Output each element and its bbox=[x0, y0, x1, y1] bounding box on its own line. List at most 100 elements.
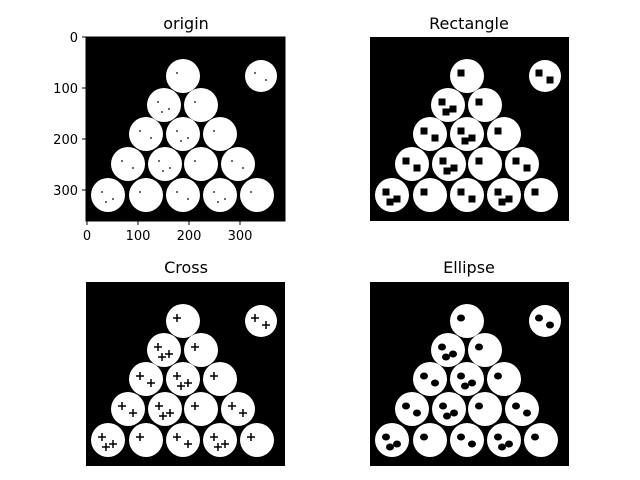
ball bbox=[203, 423, 237, 457]
ball bbox=[413, 178, 447, 212]
ball-mark bbox=[169, 167, 171, 169]
ball-mark bbox=[112, 198, 114, 200]
ball-mark bbox=[150, 137, 152, 139]
y-tick-label: 0 bbox=[70, 31, 78, 46]
ball bbox=[245, 305, 277, 337]
ball-mark bbox=[136, 433, 144, 441]
x-tick-label: 300 bbox=[228, 229, 253, 244]
ball-mark bbox=[457, 69, 465, 77]
ball bbox=[166, 178, 200, 212]
ball-mark bbox=[184, 379, 192, 387]
ball-mark bbox=[262, 321, 270, 329]
ball-mark bbox=[176, 191, 178, 193]
ball-mark bbox=[420, 372, 428, 380]
ball bbox=[147, 88, 181, 122]
ball-mark bbox=[449, 105, 457, 113]
ball bbox=[221, 392, 255, 426]
ball-mark bbox=[217, 201, 219, 203]
ball-mark bbox=[221, 440, 229, 448]
ball-mark bbox=[213, 191, 215, 193]
ball-mark bbox=[457, 314, 465, 322]
ball-mark bbox=[194, 101, 196, 103]
ball-mark bbox=[105, 201, 107, 203]
ball-mark bbox=[136, 372, 144, 380]
ball-mark bbox=[250, 191, 252, 193]
ball-mark bbox=[157, 101, 159, 103]
ball-mark bbox=[457, 372, 465, 380]
ball-mark bbox=[420, 433, 428, 441]
ball-mark bbox=[176, 72, 178, 74]
ball-mark bbox=[468, 440, 476, 448]
ball-mark bbox=[468, 379, 476, 387]
ball-mark bbox=[166, 409, 174, 417]
ball-mark bbox=[531, 188, 539, 196]
ball-mark bbox=[173, 314, 181, 322]
ball bbox=[431, 88, 465, 122]
ball-mark bbox=[431, 134, 439, 142]
ball-mark bbox=[468, 134, 476, 142]
ball-mark bbox=[468, 195, 476, 203]
ball-mark bbox=[442, 108, 450, 116]
ball bbox=[129, 362, 163, 396]
ball-mark bbox=[162, 170, 164, 172]
ball bbox=[203, 362, 237, 396]
ball-mark bbox=[457, 433, 465, 441]
ball-mark bbox=[173, 433, 181, 441]
ball-mark bbox=[420, 127, 428, 135]
ball-mark bbox=[386, 198, 394, 206]
ball-mark bbox=[129, 409, 137, 417]
ball bbox=[245, 60, 277, 92]
ball-mark bbox=[461, 382, 469, 390]
ball-mark bbox=[505, 440, 513, 448]
ball bbox=[431, 333, 465, 367]
ball bbox=[524, 178, 558, 212]
ball-mark bbox=[431, 379, 439, 387]
ball bbox=[487, 117, 521, 151]
y-tick-label: 200 bbox=[53, 133, 78, 148]
x-tick-label: 100 bbox=[126, 229, 151, 244]
ball-mark bbox=[173, 372, 181, 380]
ball-mark bbox=[531, 433, 539, 441]
ball-mark bbox=[475, 402, 483, 410]
ball bbox=[468, 333, 502, 367]
ball-mark bbox=[228, 402, 236, 410]
panel-title: origin bbox=[163, 14, 209, 33]
ball bbox=[505, 147, 539, 181]
ball-mark bbox=[118, 402, 126, 410]
ball-mark bbox=[546, 321, 554, 329]
ball bbox=[524, 423, 558, 457]
ball bbox=[468, 147, 502, 181]
ball-mark bbox=[382, 188, 390, 196]
ball-mark bbox=[121, 160, 123, 162]
ball-mark bbox=[180, 140, 182, 142]
ball-mark bbox=[386, 443, 394, 451]
ball bbox=[203, 178, 237, 212]
ball-mark bbox=[457, 188, 465, 196]
ball-mark bbox=[393, 195, 401, 203]
ball-mark bbox=[210, 433, 218, 441]
ball-mark bbox=[402, 157, 410, 165]
ball-mark bbox=[535, 314, 543, 322]
ball bbox=[468, 88, 502, 122]
ball-mark bbox=[413, 409, 421, 417]
ball-mark bbox=[443, 167, 451, 175]
ball-mark bbox=[523, 164, 531, 172]
ball bbox=[203, 117, 237, 151]
ball-mark bbox=[494, 188, 502, 196]
ball bbox=[129, 178, 163, 212]
ball bbox=[91, 423, 125, 457]
ball bbox=[432, 392, 466, 426]
ball-mark bbox=[187, 137, 189, 139]
ball bbox=[91, 178, 125, 212]
ball-mark bbox=[132, 167, 134, 169]
ball-mark bbox=[158, 160, 160, 162]
ball bbox=[450, 304, 484, 338]
ball-mark bbox=[109, 440, 117, 448]
ball-mark bbox=[265, 79, 267, 81]
ball-mark bbox=[413, 164, 421, 172]
ball-mark bbox=[494, 372, 502, 380]
ball-mark bbox=[439, 402, 447, 410]
ball-mark bbox=[523, 409, 531, 417]
ball bbox=[184, 392, 218, 426]
ball bbox=[240, 423, 274, 457]
